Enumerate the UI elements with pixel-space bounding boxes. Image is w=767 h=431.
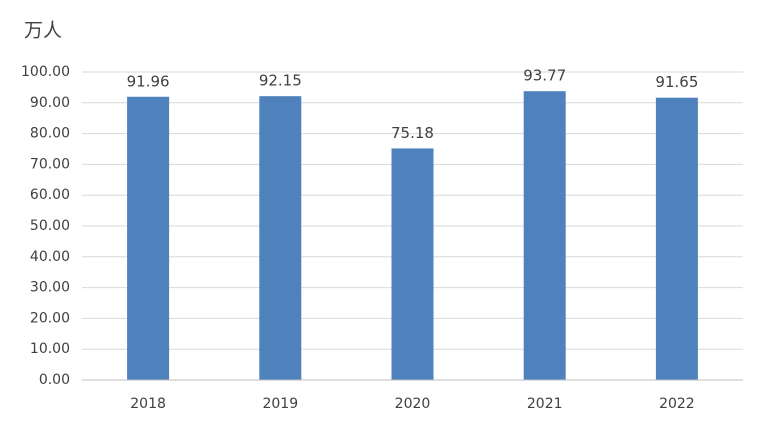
y-tick-label: 10.00 xyxy=(30,341,70,357)
data-label: 75.18 xyxy=(391,124,434,142)
y-tick-label: 70.00 xyxy=(30,156,70,172)
x-tick-label: 2022 xyxy=(659,396,695,412)
bar xyxy=(523,91,566,380)
data-label: 92.15 xyxy=(259,72,302,90)
x-tick-label: 2018 xyxy=(130,396,166,412)
data-label: 91.65 xyxy=(655,73,698,91)
x-tick-label: 2020 xyxy=(395,396,431,412)
bar xyxy=(391,148,434,380)
y-tick-label: 50.00 xyxy=(30,218,70,234)
y-tick-label: 30.00 xyxy=(30,280,70,296)
data-label: 91.96 xyxy=(127,72,170,90)
y-tick-label: 20.00 xyxy=(30,310,70,326)
bar xyxy=(655,97,698,380)
bar xyxy=(259,96,302,380)
y-tick-label: 0.00 xyxy=(39,372,70,388)
bar xyxy=(127,96,170,381)
y-tick-label: 100.00 xyxy=(21,64,70,80)
y-tick-label: 60.00 xyxy=(30,187,70,203)
y-axis-unit: 万人 xyxy=(24,20,62,42)
x-tick-label: 2021 xyxy=(527,396,563,412)
y-tick-label: 80.00 xyxy=(30,126,70,142)
y-tick-label: 40.00 xyxy=(30,249,70,265)
y-tick-label: 90.00 xyxy=(30,95,70,111)
data-label: 93.77 xyxy=(523,67,566,85)
x-tick-label: 2019 xyxy=(262,396,298,412)
